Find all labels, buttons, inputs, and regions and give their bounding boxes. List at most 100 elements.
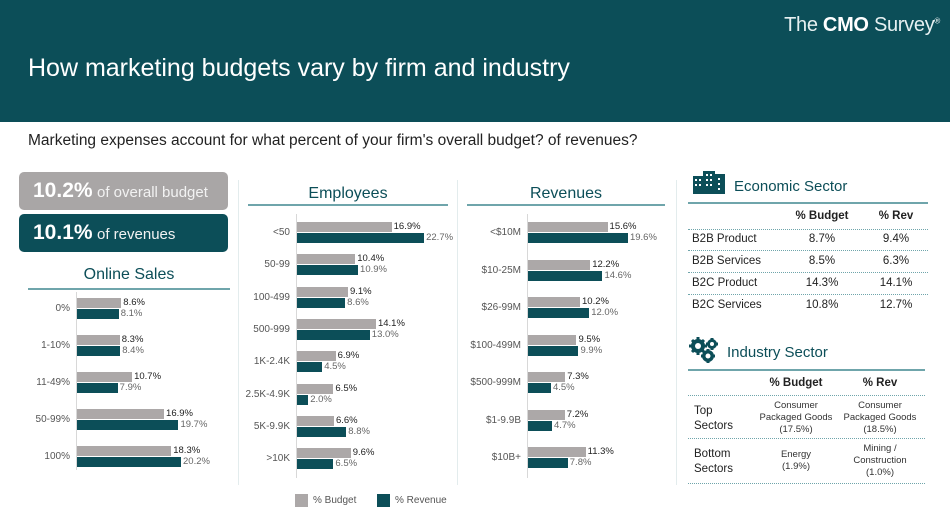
budget-value-label: 8.6% [123, 297, 145, 308]
revenue-value-label: 13.0% [371, 328, 399, 340]
rev-cell: 12.7% [879, 299, 913, 311]
divider [467, 204, 665, 206]
category-label: 50-99% [35, 414, 70, 425]
budget-bar [77, 409, 165, 419]
budget-value-label: 6.6% [335, 414, 358, 426]
divider [688, 272, 928, 273]
category-label: $10B+ [491, 452, 521, 463]
revenue-value-label: 8.6% [347, 296, 369, 308]
divider [238, 180, 239, 485]
budget-cell: 14.3% [805, 277, 839, 289]
row-label-line: Bottom [694, 448, 731, 460]
revenue-value-label: 7.9% [119, 382, 142, 393]
cell-line: Consumer [774, 400, 818, 411]
revenue-value-label: 9.9% [580, 344, 603, 356]
category-label: 1-10% [41, 340, 70, 351]
revenue-bar [297, 394, 309, 405]
revenue-value-label: 14.6% [604, 269, 632, 281]
revenue-value-label: 4.7% [553, 419, 576, 431]
budget-bar [528, 334, 577, 345]
category-label: 0% [55, 303, 70, 314]
revenue-bar [528, 308, 590, 318]
revenue-bar [297, 297, 346, 308]
budget-bar [77, 372, 133, 382]
revenue-value-label: 19.7% [180, 419, 208, 430]
budget-bar [528, 297, 581, 307]
revenue-bar [528, 233, 628, 243]
budget-bar [297, 222, 392, 232]
legend-revenue-label: % Revenue [395, 495, 447, 506]
gears-icon [689, 337, 718, 363]
divider [688, 294, 928, 295]
divider [688, 202, 928, 204]
budget-cell: 8.7% [808, 233, 836, 245]
chart-axis [527, 214, 528, 478]
cell-line: Consumer [858, 400, 902, 411]
budget-value-label: 16.9% [393, 221, 421, 232]
cell-line: (18.5%) [863, 424, 897, 435]
row-label: Bottom Sectors [694, 447, 733, 477]
buildings-icon [693, 171, 725, 194]
budget-bar [297, 383, 334, 394]
revenue-bar [297, 362, 323, 373]
revenue-bar [77, 420, 179, 430]
category-label: $500-999M [470, 377, 521, 388]
revenue-value-label: 2.0% [310, 393, 332, 405]
budget-value-label: 6.9% [337, 350, 360, 362]
col-header-rev: % Rev [862, 377, 898, 389]
budget-value-label: 9.1% [349, 285, 372, 297]
revenue-bar [77, 309, 119, 319]
category-label: 11-49% [36, 377, 70, 388]
category-label: $100-499M [470, 339, 521, 351]
revenue-bar [528, 458, 568, 468]
revenue-bar [528, 345, 579, 356]
category-label: 2.5K-4.9K [245, 388, 290, 400]
divider [688, 483, 925, 484]
divider [676, 180, 677, 485]
category-label: 500-999 [253, 323, 290, 335]
rev-cell: Consumer Packaged Goods (18.5%) [840, 400, 920, 436]
col-header-budget: % Budget [795, 210, 849, 222]
row-label: B2C Product [692, 277, 758, 289]
cell-line: Energy [780, 449, 812, 460]
budget-cell: 10.8% [805, 299, 839, 311]
page-title: How marketing budgets vary by firm and i… [28, 54, 570, 82]
budget-value-label: 8.3% [121, 334, 144, 345]
divider [688, 395, 925, 396]
revenue-value-label: 12.0% [591, 307, 619, 318]
budget-value-label: 10.7% [134, 371, 162, 382]
category-label: >10K [266, 453, 290, 465]
budget-bar [528, 409, 565, 420]
revenue-bar [297, 329, 370, 340]
industry-sector-title: Industry Sector [727, 344, 828, 361]
budget-value-label: 7.3% [567, 371, 589, 382]
legend-budget-swatch [295, 494, 308, 507]
budget-bar [528, 447, 586, 457]
revenue-bar [528, 270, 603, 281]
budget-bar [528, 222, 608, 232]
cell-line: (1.0%) [866, 467, 894, 478]
cell-line: (1.9%) [782, 461, 810, 472]
row-label-line: Sectors [694, 420, 733, 432]
revenue-value-label: 20.2% [183, 456, 210, 467]
divider [688, 229, 928, 230]
revenue-bar [297, 233, 425, 243]
category-label: $1-9.9B [485, 414, 521, 426]
budget-value-label: 14.1% [377, 317, 405, 329]
chart-title: Online Sales [83, 266, 175, 283]
budget-value-label: 15.6% [609, 221, 637, 232]
rev-cell: 6.3% [882, 255, 910, 267]
revenue-value-label: 4.5% [324, 361, 346, 373]
revenue-value-label: 7.8% [569, 457, 592, 468]
rev-cell: 9.4% [882, 233, 910, 245]
divider [688, 250, 928, 251]
revenue-value-label: 8.1% [120, 308, 143, 319]
budget-value-label: 10.4% [357, 253, 385, 265]
budget-value-label: 16.9% [166, 408, 193, 419]
budget-bar [297, 448, 351, 459]
divider [688, 438, 925, 439]
budget-value-label: 9.6% [352, 447, 375, 459]
budget-bar [297, 318, 376, 329]
budget-bar [297, 415, 334, 426]
revenue-bar [528, 383, 551, 393]
